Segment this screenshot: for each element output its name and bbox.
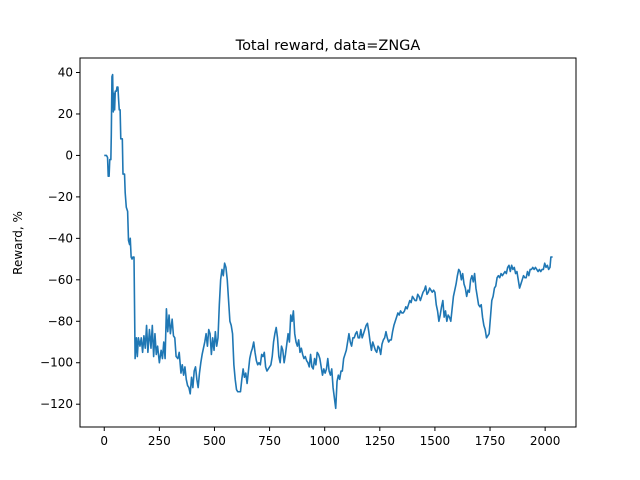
x-tick-label: 1750	[475, 434, 506, 448]
x-tick-label: 1250	[365, 434, 396, 448]
x-tick-label: 2000	[530, 434, 561, 448]
y-axis: 40 20 0 −20 −40 −60 −80 −100 −120	[40, 66, 80, 411]
y-axis-label: Reward, %	[11, 211, 25, 275]
x-tick-label: 0	[100, 434, 108, 448]
y-tick-label: −120	[40, 397, 73, 411]
y-tick-label: −40	[48, 231, 73, 245]
plot-frame	[79, 57, 577, 428]
x-tick-label: 500	[203, 434, 226, 448]
y-tick-label: −60	[48, 273, 73, 287]
y-tick-label: 40	[58, 66, 73, 80]
x-axis: 0 250 500 750 1000 1250 1500 1750 2000	[100, 427, 560, 448]
y-tick-label: −100	[40, 356, 73, 370]
x-tick-label: 1500	[420, 434, 451, 448]
series-line-reward	[104, 73, 553, 410]
x-tick-label: 750	[258, 434, 281, 448]
x-tick-label: 250	[148, 434, 171, 448]
chart-title: Total reward, data=ZNGA	[235, 38, 421, 54]
x-tick-label: 1000	[309, 434, 340, 448]
y-tick-label: 0	[65, 148, 73, 162]
y-tick-label: −80	[48, 314, 73, 328]
y-tick-label: −20	[48, 190, 73, 204]
y-tick-label: 20	[58, 107, 73, 121]
